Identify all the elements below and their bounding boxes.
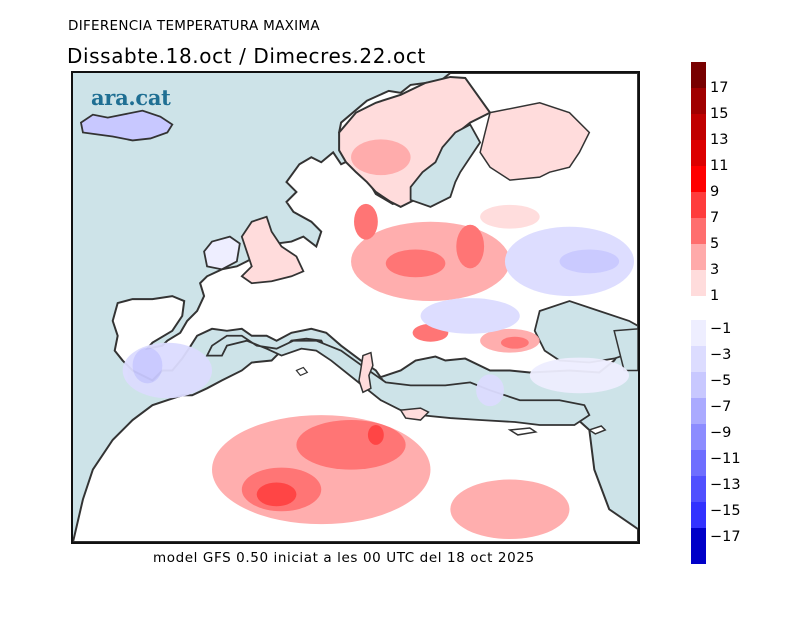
legend-swatch-positive — [691, 192, 706, 218]
anomaly-scandinavia-warm — [351, 139, 411, 176]
legend-label-negative: −3 — [710, 347, 732, 363]
anomaly-russia-cool-core — [559, 249, 620, 274]
temperature-difference-map: ara.cat — [71, 71, 640, 544]
legend-label-negative: −13 — [710, 477, 741, 493]
anomaly-greece-cool — [476, 374, 504, 407]
legend-swatch-negative — [691, 476, 706, 502]
legend-label-negative: −15 — [710, 503, 741, 519]
legend-label-positive: 3 — [710, 262, 720, 278]
ara-cat-logo: ara.cat — [91, 85, 171, 110]
map-canvas — [73, 73, 638, 542]
land-iceland — [79, 109, 174, 142]
land-great-britain — [240, 215, 305, 285]
legend-label-negative: −7 — [710, 399, 732, 415]
legend-label-positive: 11 — [710, 158, 729, 174]
legend-swatch-positive — [691, 88, 706, 114]
legend-label-positive: 1 — [710, 288, 720, 304]
legend-swatch-negative — [691, 320, 706, 346]
land-sicily — [399, 407, 430, 421]
legend-swatch-negative — [691, 528, 706, 554]
land-masses — [73, 73, 638, 542]
land-finland — [479, 101, 591, 181]
legend-swatch-negative — [691, 424, 706, 450]
islands — [295, 351, 607, 436]
anomaly-poland-core — [456, 224, 485, 269]
model-run-footer: model GFS 0.50 iniciat a les 00 UTC del … — [153, 550, 535, 566]
anomaly-turkey-cool — [529, 357, 630, 394]
land-ireland — [203, 235, 241, 271]
legend-swatch-positive — [691, 140, 706, 166]
legend-swatch-positive — [691, 114, 706, 140]
legend-label-positive: 7 — [710, 210, 720, 226]
anomaly-denmark — [354, 203, 378, 240]
legend-swatch-negative — [691, 502, 706, 528]
legend-swatch-negative — [691, 398, 706, 424]
legend-swatch-positive — [691, 166, 706, 192]
legend-swatch-negative-min — [691, 554, 706, 564]
land-balearic — [295, 366, 309, 377]
legend-swatch-negative — [691, 346, 706, 372]
anomaly-baltic-states — [480, 204, 540, 229]
land-corsica-sardinia — [358, 351, 374, 394]
legend-swatch-positive — [691, 244, 706, 270]
legend-label-positive: 5 — [710, 236, 720, 252]
legend-swatch-positive — [691, 218, 706, 244]
anomaly-central-europe-core — [385, 249, 446, 278]
legend-label-negative: −17 — [710, 529, 741, 545]
legend-label-positive: 13 — [710, 132, 729, 148]
date-range-subtitle: Dissabte.18.oct / Dimecres.22.oct — [67, 44, 426, 68]
sea-baltic — [409, 123, 482, 208]
legend-label-positive: 17 — [710, 80, 729, 96]
legend-swatch-negative — [691, 450, 706, 476]
legend-swatch-positive-max — [691, 62, 706, 88]
legend-label-negative: −1 — [710, 321, 732, 337]
anomaly-sahara-peak — [256, 482, 297, 507]
legend-swatch-negative — [691, 372, 706, 398]
chart-title: DIFERENCIA TEMPERATURA MAXIMA — [68, 18, 320, 34]
anomaly-patches — [122, 139, 635, 540]
sea-caspian-edge — [613, 328, 638, 372]
anomaly-tunisia-peak — [367, 424, 384, 445]
anomaly-romania-core — [500, 336, 529, 349]
legend-label-negative: −5 — [710, 373, 732, 389]
land-crete — [507, 427, 538, 436]
land-cyprus — [587, 425, 607, 435]
legend-label-negative: −9 — [710, 425, 732, 441]
legend-label-negative: −11 — [710, 451, 741, 467]
legend-swatch-positive — [691, 270, 706, 296]
anomaly-iberia-core — [132, 347, 163, 384]
anomaly-algeria-core — [296, 420, 406, 470]
legend-label-positive: 15 — [710, 106, 729, 122]
legend-label-positive: 9 — [710, 184, 720, 200]
anomaly-hungary-cool — [420, 298, 520, 334]
anomaly-libya-egypt — [450, 479, 570, 540]
